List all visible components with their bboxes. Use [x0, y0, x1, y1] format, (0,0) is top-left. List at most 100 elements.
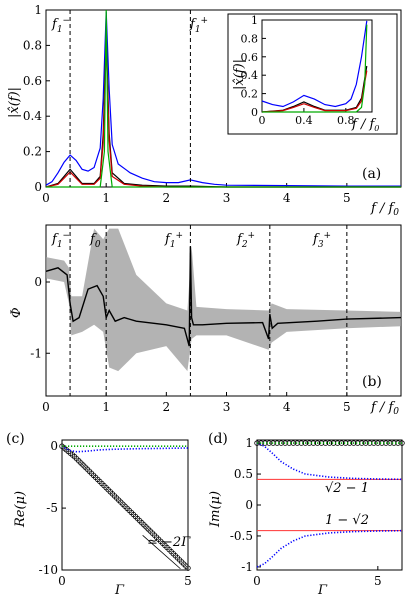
inset-ylabel: |x̂(f)| [232, 59, 247, 90]
x-tick-label: 5 [343, 191, 351, 205]
x-tick-label: 5 [343, 400, 351, 414]
series-marker [274, 440, 280, 446]
x-tick-label: 2 [163, 400, 171, 414]
panel-c-real-part: 0 5 0 -5 -10 (c) ≃ −2Γ Γ Re(μ) [6, 431, 192, 598]
y-tick-label: 0.6 [241, 51, 259, 64]
panel-d-tag: (d) [208, 431, 228, 447]
y-tick-label: 1 [251, 14, 258, 27]
x-tick-label: 0.8 [337, 114, 355, 127]
panel-b-frame [45, 224, 402, 397]
panel-d-hline-upper-label: √2 − 1 [325, 481, 369, 496]
x-tick-label: 5 [374, 574, 382, 588]
panel-c-series [59, 443, 191, 571]
panel-c-annotation: ≃ −2Γ [147, 535, 191, 550]
panel-b-ylabel: Φ [9, 307, 24, 318]
y-tick-label: 0 [251, 106, 258, 119]
y-tick-label: 0.6 [23, 74, 42, 88]
x-tick-label: 1 [102, 400, 110, 414]
series-marker [185, 565, 191, 571]
panel-c-frame [61, 439, 189, 571]
x-tick-label: 0 [253, 574, 261, 588]
series-line [261, 70, 368, 113]
panel-d-imag-part: 0 5 1 0.5 0 -0.5 -1 (d) √2 − 1 1 − √2 Γ Im(μ) [208, 431, 405, 598]
y-tick-label: 0.4 [23, 109, 42, 123]
panel-d-xlabel: Γ [317, 583, 328, 598]
y-tick-label: 0 [50, 439, 58, 453]
y-tick-label: 0 [245, 498, 253, 512]
panel-c-xlabel: Γ [114, 583, 125, 598]
x-tick-label: 4 [283, 400, 291, 414]
panel-c-ylabel: Re(μ) [13, 491, 28, 528]
y-tick-label: -1 [30, 346, 42, 360]
panel-b-f3plus-label: f3+ [312, 231, 331, 250]
x-tick-label: 5 [184, 574, 192, 588]
series-line [262, 24, 368, 113]
panel-b-tag: (b) [362, 374, 382, 390]
series-dotted-line [256, 529, 403, 568]
inset-ticks: 0 0.4 0.800.20.40.60.81 [241, 14, 355, 127]
x-tick-label: 1 [102, 191, 110, 205]
inset-series [261, 20, 368, 113]
x-tick-label: 3 [223, 191, 231, 205]
series-line [45, 11, 401, 187]
panel-d-series [254, 440, 405, 568]
panel-a-f1plus-label: f1+ [189, 16, 208, 35]
panel-d-hline-lower-label: 1 − √2 [325, 513, 369, 528]
panel-b-vlines [69, 225, 348, 396]
series-marker [338, 440, 345, 446]
panel-b-phase: 0 1 2 3 4 50-1 f1− f0 f1+ f2+ f3+ (b) f / f0 … [9, 224, 402, 417]
y-tick-label: 0.8 [241, 32, 259, 45]
panel-b-f0-label: f0 [89, 232, 101, 250]
panel-a-xlabel: f / f0 [370, 201, 399, 218]
y-tick-label: 0.4 [241, 69, 259, 82]
series-line [261, 20, 368, 108]
x-tick-label: 2 [163, 191, 171, 205]
panel-a-spectrum: 0 1 2 3 4 500.20.40.60.81 f1− f1+ (a) f / f0 … [7, 3, 402, 218]
panel-b-xlabel: f / f0 [370, 400, 399, 417]
y-tick-label: -10 [39, 563, 58, 577]
series-line [46, 9, 401, 188]
series-marker [399, 440, 405, 446]
series-line [261, 65, 368, 113]
y-tick-label: -1 [241, 560, 253, 574]
asymptote-guide-line [142, 535, 181, 570]
series-marker [262, 440, 268, 446]
panel-a-series [45, 9, 401, 188]
series-marker [391, 440, 397, 446]
panel-a-tag: (a) [362, 166, 381, 182]
y-tick-label: 0.8 [23, 38, 42, 52]
inset-xlabel: f / f0 [351, 117, 379, 133]
panel-a-ticks: 0 1 2 3 4 500.20.40.60.81 [23, 3, 351, 205]
x-tick-label: 0 [42, 191, 50, 205]
series-marker [286, 440, 292, 446]
panel-a-ylabel: |x̂(f)| [7, 87, 22, 118]
panel-c-tag: (c) [6, 431, 25, 447]
x-tick-label: 0.4 [295, 114, 313, 127]
x-tick-label: 0 [259, 114, 266, 127]
series-marker [350, 440, 357, 446]
x-tick-label: 0 [58, 574, 66, 588]
y-tick-label: 0.2 [241, 88, 259, 101]
series-marker [254, 440, 260, 446]
panel-b-f1plus-label: f1+ [164, 231, 183, 250]
inset-background [227, 13, 398, 135]
panel-d-ticks: 0 5 1 0.5 0 -0.5 -1 [230, 436, 402, 588]
panel-b-f2plus-label: f2+ [236, 231, 255, 250]
y-tick-label: -5 [46, 501, 58, 515]
y-tick-label: 0 [34, 275, 42, 289]
panel-a-vlines [69, 10, 191, 187]
panel-a-inset: 0 0.4 0.800.20.40.60.81 f / f0 |x̂(f)| [227, 13, 398, 135]
y-tick-label: 1 [34, 3, 42, 17]
series-dotted-line [256, 442, 403, 481]
y-tick-label: 0 [34, 180, 42, 194]
x-tick-label: 4 [283, 191, 291, 205]
series-dotted-line [61, 445, 189, 453]
y-tick-label: -0.5 [230, 529, 253, 543]
panel-a-f1minus-label: f1− [51, 16, 70, 35]
y-tick-label: 0.2 [23, 145, 42, 159]
panel-d-ylabel: Im(μ) [208, 491, 223, 528]
series-spread-band [46, 228, 401, 372]
series-line [45, 45, 401, 188]
x-tick-label: 3 [223, 400, 231, 414]
